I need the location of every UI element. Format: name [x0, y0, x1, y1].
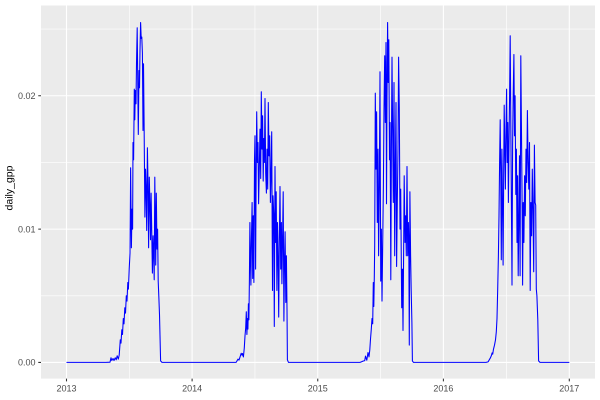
svg-text:0.01: 0.01 — [18, 224, 36, 234]
svg-text:2017: 2017 — [559, 383, 579, 393]
svg-text:0.02: 0.02 — [18, 91, 36, 101]
svg-text:2015: 2015 — [308, 383, 328, 393]
svg-text:0.00: 0.00 — [18, 358, 36, 368]
svg-text:2014: 2014 — [182, 383, 202, 393]
svg-text:daily_gpp: daily_gpp — [3, 165, 15, 210]
svg-text:2016: 2016 — [433, 383, 453, 393]
svg-text:2013: 2013 — [56, 383, 76, 393]
